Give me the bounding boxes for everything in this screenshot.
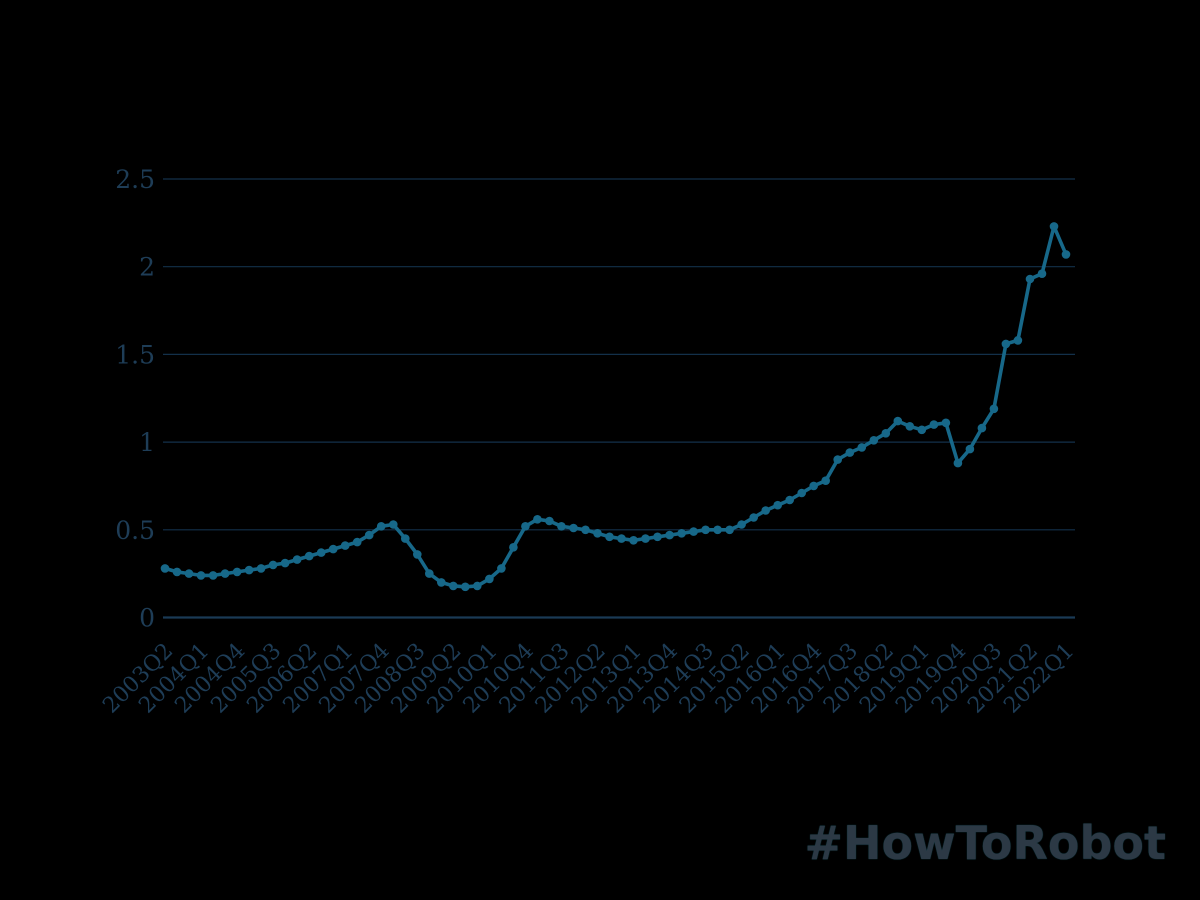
data-point bbox=[917, 425, 927, 435]
data-point bbox=[340, 541, 350, 550]
data-point bbox=[316, 548, 326, 557]
y-tick-label: 1 bbox=[139, 428, 155, 457]
data-point bbox=[280, 558, 290, 568]
data-point bbox=[328, 544, 338, 554]
y-tick-label: 1.5 bbox=[115, 340, 155, 369]
data-point bbox=[1001, 339, 1011, 349]
data-point bbox=[845, 448, 855, 457]
data-point bbox=[292, 555, 302, 564]
gridlines bbox=[163, 178, 1075, 619]
data-point bbox=[941, 418, 951, 428]
data-point bbox=[220, 569, 230, 578]
data-point bbox=[497, 564, 506, 573]
data-point bbox=[1013, 336, 1023, 345]
data-point bbox=[184, 569, 194, 578]
data-point bbox=[617, 534, 626, 543]
data-point bbox=[533, 515, 542, 524]
data-point bbox=[304, 551, 314, 561]
data-point bbox=[989, 404, 999, 414]
data-point bbox=[665, 530, 674, 540]
data-point bbox=[1025, 274, 1035, 284]
data-point bbox=[905, 422, 915, 431]
data-point bbox=[473, 581, 482, 591]
data-point bbox=[461, 582, 470, 592]
data-point bbox=[232, 567, 242, 577]
data-point bbox=[557, 522, 566, 531]
data-point bbox=[268, 560, 278, 570]
data-point bbox=[160, 564, 170, 573]
data-point bbox=[809, 481, 818, 491]
data-point bbox=[449, 581, 458, 591]
data-point bbox=[701, 525, 710, 535]
y-tick-label: 0 bbox=[139, 604, 155, 633]
data-point bbox=[881, 429, 891, 438]
data-point bbox=[677, 529, 686, 538]
data-point bbox=[376, 522, 386, 531]
data-point bbox=[761, 506, 770, 515]
data-point bbox=[509, 543, 518, 552]
data-point bbox=[749, 513, 758, 522]
data-point bbox=[389, 520, 398, 529]
data-point bbox=[689, 527, 698, 536]
watermark: #HowToRobot bbox=[804, 816, 1166, 870]
data-point bbox=[641, 534, 650, 543]
data-point bbox=[1061, 250, 1071, 259]
data-point bbox=[569, 523, 578, 533]
data-point bbox=[485, 574, 494, 584]
data-point bbox=[364, 530, 374, 540]
data-point bbox=[545, 516, 554, 526]
data-series bbox=[160, 222, 1071, 592]
data-point bbox=[1049, 222, 1059, 231]
data-point bbox=[413, 550, 422, 559]
data-point bbox=[208, 571, 218, 580]
data-point bbox=[785, 495, 794, 505]
data-point bbox=[593, 529, 602, 538]
data-point bbox=[401, 534, 410, 543]
data-point bbox=[244, 565, 254, 575]
data-point bbox=[737, 520, 746, 529]
data-point bbox=[352, 537, 362, 547]
y-tick-label: 2.5 bbox=[115, 165, 155, 194]
y-tick-label: 0.5 bbox=[115, 516, 155, 545]
data-line bbox=[163, 224, 1068, 589]
data-point bbox=[425, 569, 434, 578]
x-axis-labels: 2003Q22004Q12004Q42005Q32006Q22007Q12007… bbox=[98, 639, 1079, 719]
data-point bbox=[581, 525, 590, 535]
data-point bbox=[953, 458, 963, 468]
data-point bbox=[605, 532, 614, 542]
data-point bbox=[833, 455, 842, 464]
data-point bbox=[521, 522, 530, 531]
data-point bbox=[713, 525, 722, 535]
data-point bbox=[437, 578, 446, 587]
data-point bbox=[725, 525, 734, 535]
data-point bbox=[893, 416, 903, 426]
data-point bbox=[929, 420, 939, 429]
data-point bbox=[256, 564, 266, 573]
data-point bbox=[196, 571, 206, 580]
y-tick-label: 2 bbox=[139, 253, 155, 282]
data-point bbox=[653, 532, 662, 542]
data-point bbox=[172, 567, 182, 577]
data-point bbox=[977, 423, 987, 433]
data-point bbox=[869, 436, 879, 445]
data-point bbox=[1037, 269, 1047, 279]
data-point bbox=[797, 488, 806, 498]
y-axis-labels: 0 0.5 1 1.5 2 2.5 bbox=[115, 165, 155, 633]
data-point bbox=[857, 443, 867, 452]
data-point bbox=[821, 476, 830, 486]
data-point bbox=[965, 444, 975, 454]
data-point bbox=[629, 536, 638, 545]
data-point bbox=[773, 500, 782, 510]
